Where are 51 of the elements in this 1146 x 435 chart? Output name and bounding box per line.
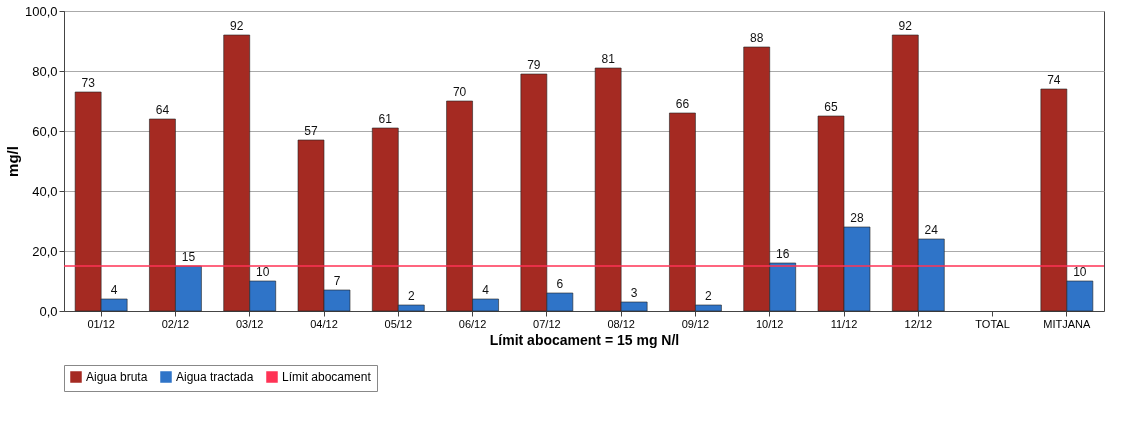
data-label: 4 — [110, 283, 118, 297]
data-label: 4 — [482, 283, 490, 297]
data-label: 24 — [924, 223, 939, 237]
data-label: 15 — [181, 250, 196, 264]
data-label: 61 — [378, 112, 393, 126]
x-axis-title: Límit abocament = 15 mg N/l — [489, 331, 680, 348]
data-label: 88 — [750, 31, 764, 45]
data-label: 79 — [527, 58, 541, 72]
y-tick-label: 100,0 — [24, 3, 58, 19]
data-label: 65 — [824, 100, 838, 114]
data-label: 92 — [898, 19, 913, 33]
data-label: 74 — [1047, 73, 1061, 87]
data-label: 3 — [630, 286, 638, 300]
x-tick-label: 05/12 — [384, 317, 413, 330]
data-label: 6 — [556, 277, 564, 291]
data-label: 73 — [81, 76, 96, 90]
data-label: 7 — [333, 274, 341, 288]
data-label: 70 — [452, 85, 467, 99]
data-label: 81 — [601, 52, 616, 66]
x-tick-label: 02/12 — [161, 317, 190, 330]
x-tick-label: 03/12 — [235, 317, 264, 330]
y-tick-label: 0,0 — [39, 303, 58, 319]
x-tick-label: TOTAL — [975, 317, 1010, 330]
legend-label: Aigua bruta — [86, 370, 148, 384]
x-tick-label: 06/12 — [458, 317, 487, 330]
data-label: 10 — [1073, 265, 1087, 279]
data-label: 2 — [705, 289, 713, 303]
data-label: 66 — [675, 97, 690, 111]
data-label: 16 — [776, 247, 790, 261]
x-tick-label: 10/12 — [755, 317, 784, 330]
x-tick-label: 12/12 — [904, 317, 933, 330]
y-tick-label: 60,0 — [32, 123, 58, 139]
x-tick-label: 11/12 — [830, 317, 858, 330]
y-tick-label: 20,0 — [32, 243, 58, 259]
legend-label: Límit abocament — [282, 370, 372, 384]
x-tick-label: MITJANA — [1043, 317, 1092, 330]
data-label: 10 — [256, 265, 270, 279]
data-label: 92 — [230, 19, 244, 33]
x-tick-label: 08/12 — [607, 317, 635, 330]
legend-label: Aigua tractada — [176, 370, 254, 384]
data-label: 64 — [155, 103, 170, 117]
x-tick-label: 09/12 — [681, 317, 710, 330]
data-label: 57 — [304, 124, 318, 138]
x-tick-label: 04/12 — [310, 317, 338, 330]
x-tick-label: 01/12 — [87, 317, 115, 330]
x-tick-label: 07/12 — [533, 317, 561, 330]
y-axis-title: mg/l — [3, 146, 21, 177]
y-tick-label: 40,0 — [32, 183, 58, 199]
data-label: 28 — [850, 211, 864, 225]
data-label: 2 — [407, 289, 415, 303]
y-tick-label: 80,0 — [32, 63, 58, 79]
